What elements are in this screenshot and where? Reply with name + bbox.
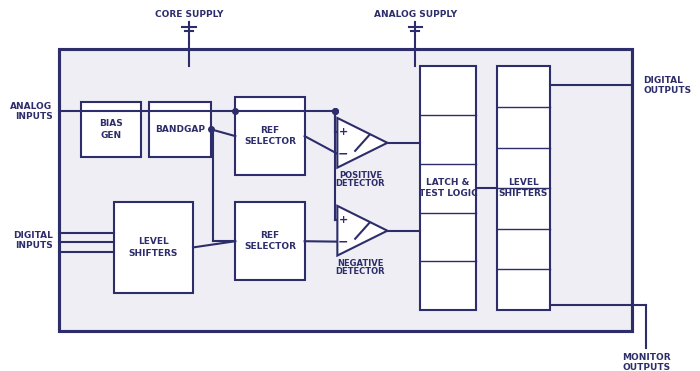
Text: SHIFTERS: SHIFTERS (129, 249, 178, 257)
Text: BIAS: BIAS (99, 119, 123, 128)
Text: +: + (339, 215, 348, 225)
FancyBboxPatch shape (114, 202, 193, 293)
Text: GEN: GEN (101, 131, 122, 139)
FancyBboxPatch shape (60, 49, 632, 331)
Text: −: − (338, 235, 349, 248)
Text: TEST LOGIC: TEST LOGIC (419, 190, 477, 198)
FancyBboxPatch shape (235, 202, 304, 280)
Text: CORE SUPPLY: CORE SUPPLY (155, 10, 223, 19)
Text: NEGATIVE: NEGATIVE (337, 259, 384, 268)
Text: ANALOG SUPPLY: ANALOG SUPPLY (374, 10, 457, 19)
Text: DETECTOR: DETECTOR (335, 180, 385, 188)
FancyBboxPatch shape (148, 102, 211, 157)
Text: −: − (338, 147, 349, 160)
Text: REF: REF (260, 126, 279, 135)
FancyBboxPatch shape (497, 66, 550, 310)
Text: ANALOG: ANALOG (10, 102, 52, 111)
Text: SELECTOR: SELECTOR (244, 242, 296, 252)
Text: POSITIVE: POSITIVE (339, 171, 382, 180)
Text: SHIFTERS: SHIFTERS (499, 190, 548, 198)
Text: OUTPUTS: OUTPUTS (643, 86, 692, 95)
Text: LEVEL: LEVEL (508, 178, 539, 187)
Text: SELECTOR: SELECTOR (244, 137, 296, 146)
Text: OUTPUTS: OUTPUTS (622, 363, 671, 371)
FancyBboxPatch shape (235, 97, 304, 175)
Text: LEVEL: LEVEL (138, 237, 169, 246)
Text: MONITOR: MONITOR (622, 353, 671, 362)
Text: INPUTS: INPUTS (15, 240, 52, 250)
Text: DETECTOR: DETECTOR (335, 267, 385, 276)
FancyBboxPatch shape (420, 66, 476, 310)
Text: DIGITAL: DIGITAL (643, 76, 683, 85)
Polygon shape (337, 206, 387, 256)
Text: +: + (339, 127, 348, 137)
FancyBboxPatch shape (81, 102, 141, 157)
Text: INPUTS: INPUTS (15, 112, 52, 121)
Text: REF: REF (260, 231, 279, 240)
Text: LATCH &: LATCH & (426, 178, 470, 187)
Text: BANDGAP: BANDGAP (155, 125, 205, 134)
Polygon shape (337, 118, 387, 168)
Text: DIGITAL: DIGITAL (13, 231, 52, 240)
